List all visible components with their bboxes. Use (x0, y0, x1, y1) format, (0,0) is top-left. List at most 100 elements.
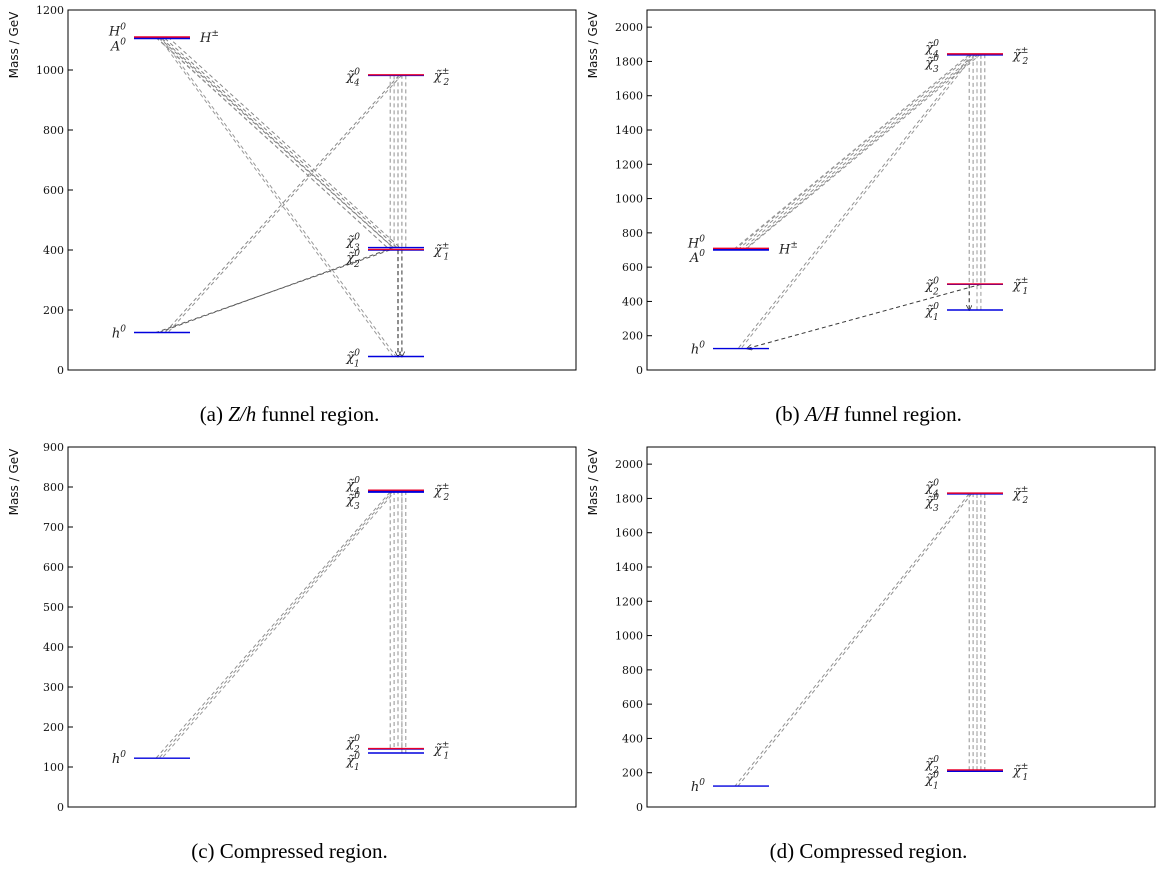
chart-panel-c: 0 100 200 300 400 500 600 700 800 900 Mass / GeV h0… (0, 437, 579, 874)
decay-arrow (737, 53, 973, 250)
y-tick-label: 0 (57, 364, 64, 377)
chart-panel-a: 0 200 400 600 800 1000 1200 Mass / GeV h0 A0 H0 H± χ… (0, 0, 579, 437)
caption-suffix: Compressed region. (799, 839, 968, 863)
y-tick-label: 800 (622, 664, 643, 677)
particle-label-C2: χ̃± 2 (433, 67, 449, 88)
mass-spectrum-chart-d: 0 200 400 600 800 1000 1200 1400 1600 1800 2000 Mas… (586, 446, 1156, 814)
y-tick-label: 0 (636, 364, 643, 377)
decay-arrow (164, 38, 400, 250)
decay-arrow (167, 74, 403, 333)
plot-frame (67, 446, 577, 808)
y-tick-label: 800 (43, 124, 64, 137)
decay-arrow (747, 283, 982, 348)
caption-prefix: (b) (775, 402, 805, 426)
y-tick-label: 500 (43, 601, 64, 614)
chart-panel-b: 0 200 400 600 800 1000 1200 1400 1600 1800 2000 Mas… (579, 0, 1158, 437)
y-tick-label: 0 (636, 801, 643, 814)
mass-spectrum-chart-c: 0 100 200 300 400 500 600 700 800 900 Mass / GeV h0… (7, 441, 577, 814)
particle-label-N3: χ̃0 3 (345, 491, 360, 512)
y-tick-label: 600 (43, 561, 64, 574)
particle-label-N4: χ̃0 4 (345, 476, 360, 497)
particle-label-N2: χ̃0 2 (924, 276, 939, 297)
particle-label-N1: χ̃0 1 (345, 752, 360, 773)
particle-label-C2: χ̃± 2 (1012, 46, 1028, 67)
y-tick-label: 2000 (615, 21, 643, 34)
decay-arrow (167, 36, 403, 250)
y-tick-label: 200 (622, 767, 643, 780)
decay-arrow (155, 37, 391, 251)
particle-label-A0: A0 (689, 249, 705, 266)
plot-frame (646, 9, 1156, 371)
y-tick-label: 900 (43, 441, 64, 454)
particle-label-Hpm: H± (778, 240, 798, 257)
y-tick-label: 700 (43, 521, 64, 534)
y-tick-label: 1600 (615, 90, 643, 103)
y-tick-label: 1000 (615, 630, 643, 643)
y-tick-label: 200 (43, 304, 64, 317)
particle-label-N1: χ̃0 1 (924, 770, 939, 791)
y-tick-label: 2000 (615, 458, 643, 471)
particle-label-A0: A0 (110, 38, 126, 55)
particle-label-C1: χ̃± 1 (433, 241, 449, 262)
particle-label-h0: h0 (691, 341, 705, 358)
decay-arrow (161, 489, 397, 759)
y-tick-label: 1200 (615, 595, 643, 608)
decay-arrow (734, 493, 970, 787)
y-axis-label: Mass / GeV (7, 11, 21, 79)
y-tick-label: 800 (43, 481, 64, 494)
y-tick-label: 400 (622, 732, 643, 745)
y-tick-label: 200 (43, 721, 64, 734)
y-tick-label: 1800 (615, 492, 643, 505)
caption-suffix: funnel region. (838, 402, 962, 426)
particle-label-C2: χ̃± 2 (1012, 485, 1028, 506)
decay-arrow (743, 53, 979, 251)
mass-spectrum-chart-b: 0 200 400 600 800 1000 1200 1400 1600 1800 2000 Mas… (586, 9, 1156, 377)
particle-label-h0: h0 (691, 778, 705, 795)
y-tick-label: 1400 (615, 124, 643, 137)
caption-math: A/H (804, 402, 839, 426)
decay-arrow (746, 53, 982, 249)
decay-arrow (164, 75, 400, 333)
y-tick-label: 1400 (615, 561, 643, 574)
decay-arrow (740, 53, 976, 349)
decay-arrow (158, 490, 394, 759)
decay-arrow (161, 38, 397, 251)
particle-label-N4: χ̃0 4 (924, 39, 939, 60)
caption-suffix: funnel region. (256, 402, 380, 426)
caption-b: (b) A/H funnel region. (579, 402, 1158, 427)
particle-label-N2: χ̃0 2 (345, 734, 360, 755)
y-axis-label: Mass / GeV (7, 448, 21, 516)
y-tick-label: 1000 (615, 193, 643, 206)
y-tick-label: 1800 (615, 55, 643, 68)
decay-arrow (161, 38, 397, 357)
particle-label-N2: χ̃0 2 (924, 755, 939, 776)
y-tick-label: 1200 (615, 158, 643, 171)
y-tick-label: 800 (622, 227, 643, 240)
plot-frame (646, 446, 1156, 808)
particle-label-Hpm: H± (199, 29, 219, 46)
y-tick-label: 600 (622, 698, 643, 711)
particle-label-N2: χ̃0 2 (345, 249, 360, 270)
y-tick-label: 400 (43, 244, 64, 257)
decay-arrow (155, 36, 391, 251)
decay-arrow (155, 491, 391, 759)
plot-frame (67, 9, 577, 371)
particle-label-h0: h0 (112, 750, 126, 767)
decay-arrow (734, 54, 970, 249)
particle-label-N3: χ̃0 3 (924, 54, 939, 75)
y-tick-label: 1600 (615, 527, 643, 540)
caption-prefix: (a) (199, 402, 229, 426)
y-tick-label: 1000 (36, 64, 64, 77)
particle-label-C1: χ̃± 1 (433, 741, 449, 762)
y-tick-label: 400 (43, 641, 64, 654)
y-tick-label: 600 (622, 261, 643, 274)
decay-arrow (158, 37, 394, 357)
y-tick-label: 400 (622, 295, 643, 308)
particle-label-C1: χ̃± 1 (1012, 762, 1028, 783)
particle-label-N4: χ̃0 4 (924, 478, 939, 499)
caption-prefix: (d) (769, 839, 800, 863)
particle-label-H0: H0 (108, 23, 126, 40)
caption-a: (a) Z/h funnel region. (0, 402, 579, 427)
particle-label-N4: χ̃0 4 (345, 67, 360, 88)
chart-panel-d: 0 200 400 600 800 1000 1200 1400 1600 1800 2000 Mas… (579, 437, 1158, 874)
